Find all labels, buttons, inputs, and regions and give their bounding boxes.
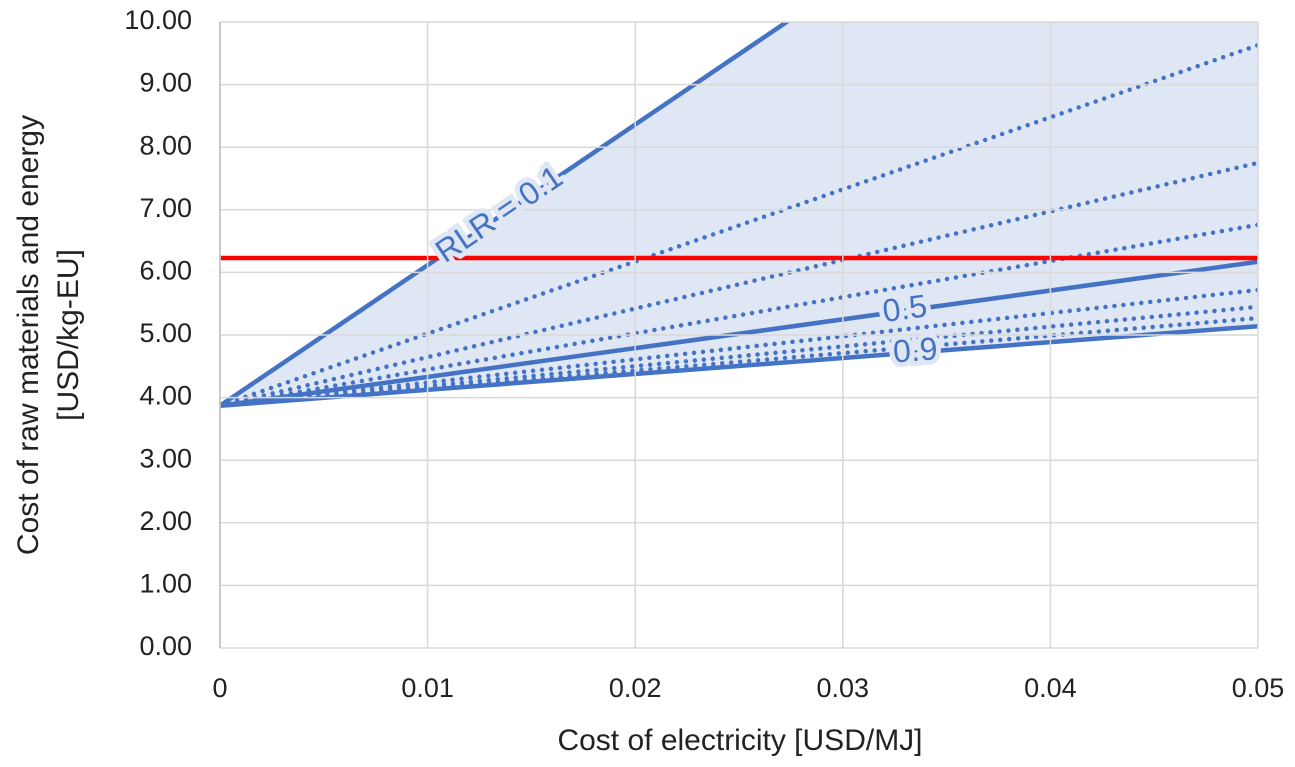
- series-line: [220, 315, 1258, 408]
- series-line: [220, 22, 791, 408]
- series-line: [220, 287, 1258, 408]
- series-label: 0.5: [880, 287, 929, 329]
- series-line: [220, 304, 1258, 408]
- x-tick-label: 0: [212, 673, 227, 703]
- series-label: 0.9: [892, 330, 939, 369]
- y-tick-label: 5.00: [139, 318, 192, 348]
- y-tick-label: 10.00: [124, 5, 192, 35]
- y-tick-label: 1.00: [139, 569, 192, 599]
- x-axis-label: Cost of electricity [USD/MJ]: [557, 724, 922, 757]
- x-tick-label: 0.05: [1232, 673, 1285, 703]
- y-tick-label: 2.00: [139, 506, 192, 536]
- x-tick-label: 0.03: [817, 673, 870, 703]
- y-tick-label: 7.00: [139, 193, 192, 223]
- x-tick-label: 0.04: [1024, 673, 1077, 703]
- series-line: [220, 42, 1258, 408]
- y-tick-label: 9.00: [139, 68, 192, 98]
- series-line: [220, 323, 1258, 408]
- y-axis-label: Cost of raw materials and energy: [12, 115, 45, 555]
- shaded-area: [220, 22, 1258, 406]
- series-line: [220, 160, 1258, 408]
- x-tick-label: 0.02: [609, 673, 662, 703]
- x-tick-label: 0.01: [401, 673, 454, 703]
- y-tick-label: 0.00: [139, 631, 192, 661]
- y-tick-label: 8.00: [139, 130, 192, 160]
- y-tick-label: 6.00: [139, 256, 192, 286]
- y-axis-label: [USD/kg-EU]: [52, 249, 85, 421]
- y-tick-label: 4.00: [139, 381, 192, 411]
- plot-area: [220, 22, 1258, 408]
- y-tick-label: 3.00: [139, 443, 192, 473]
- series-line: [220, 259, 1258, 408]
